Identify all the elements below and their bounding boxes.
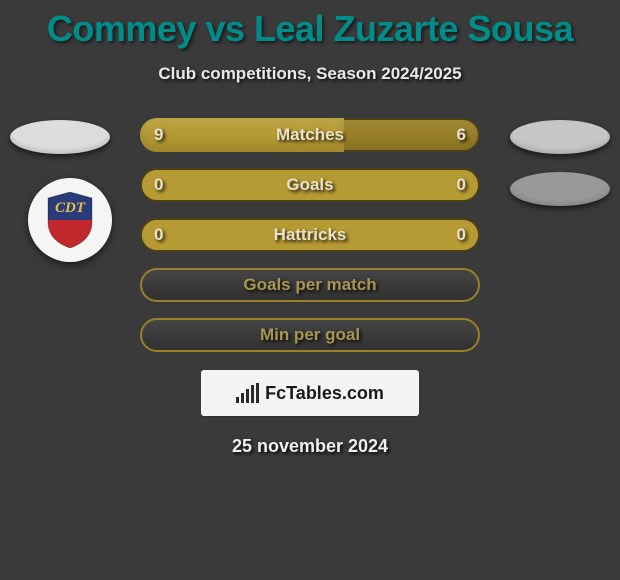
stat-label: Hattricks <box>140 218 480 252</box>
stat-row: Min per goal <box>138 316 482 354</box>
subtitle: Club competitions, Season 2024/2025 <box>0 64 620 84</box>
stat-row: 96Matches <box>138 116 482 154</box>
stat-row: Goals per match <box>138 266 482 304</box>
branding-badge[interactable]: FcTables.com <box>201 370 419 416</box>
player-right-avatar <box>510 120 610 154</box>
page-title: Commey vs Leal Zuzarte Sousa <box>0 0 620 50</box>
club-right-placeholder <box>510 172 610 206</box>
player-left-avatar <box>10 120 110 154</box>
branding-text: FcTables.com <box>265 384 384 402</box>
chart-icon <box>236 383 259 403</box>
stat-label: Min per goal <box>140 318 480 352</box>
stat-label: Goals per match <box>140 268 480 302</box>
stat-row: 00Goals <box>138 166 482 204</box>
stat-label: Matches <box>140 118 480 152</box>
club-left-badge: CDT <box>28 178 112 262</box>
stat-row: 00Hattricks <box>138 216 482 254</box>
comparison-widget: Commey vs Leal Zuzarte Sousa Club compet… <box>0 0 620 580</box>
svg-text:CDT: CDT <box>55 200 86 216</box>
shield-icon: CDT <box>46 192 94 248</box>
date-text: 25 november 2024 <box>0 436 620 457</box>
stat-label: Goals <box>140 168 480 202</box>
